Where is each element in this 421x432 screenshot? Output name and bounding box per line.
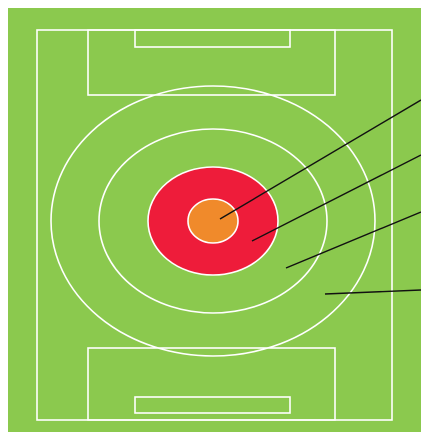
pitch-diagram [0, 0, 421, 432]
page [0, 0, 421, 432]
core-zone [188, 199, 238, 243]
